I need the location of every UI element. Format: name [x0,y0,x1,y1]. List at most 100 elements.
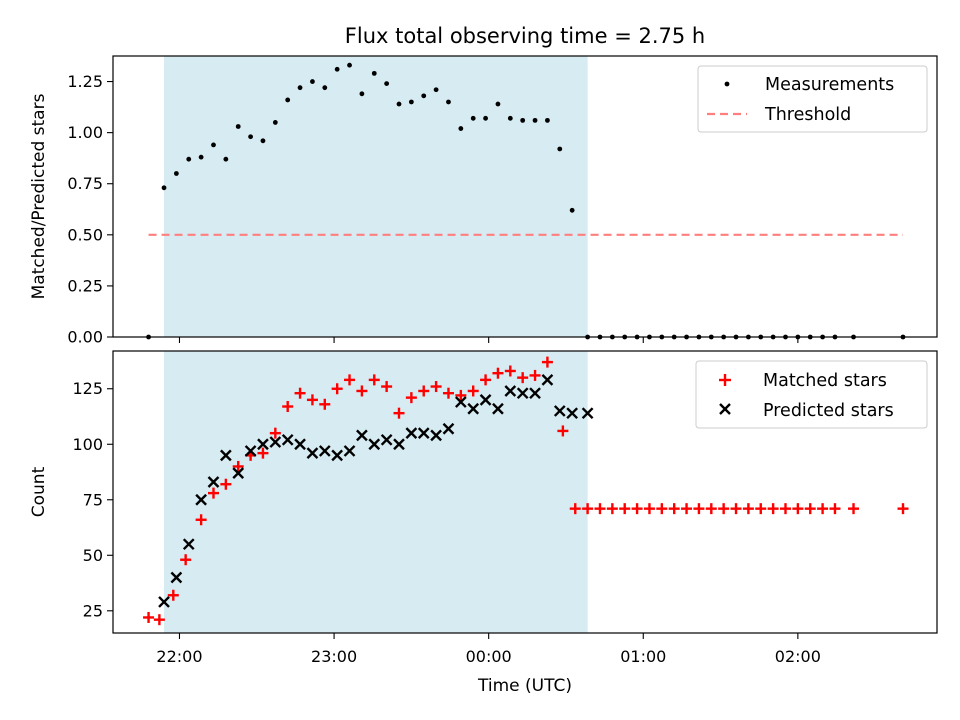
predicted-star-point [343,445,356,457]
measurement-point [446,99,451,105]
bottom-ytick-label: 50 [83,546,103,565]
matched-star-point [269,427,281,439]
xtick-label: 23:00 [311,647,357,666]
matched-star-point [143,611,155,623]
matched-star-point [492,367,504,379]
measurement-point [173,171,179,176]
predicted-star-point [479,394,492,406]
top-y-ticks: 0.00 0.25 0.50 0.75 1.00 1.25 [67,72,113,347]
bottom-ytick-label: 125 [72,379,103,398]
top-x-ticks [178,337,799,343]
xtick-label: 00:00 [466,647,512,666]
matched-star-point [817,503,829,515]
top-plot-frame [112,55,938,338]
matched-star-point [195,514,207,526]
matched-star-point [467,385,479,397]
top-ytick-label: 0.00 [67,328,103,347]
matched-star-point [804,503,816,515]
matched-star-point [393,407,405,419]
matched-star-point [381,381,393,393]
predicted-star-point [356,429,368,442]
measurement-point [334,66,340,72]
measurement-point [260,138,266,144]
measurement-point [272,120,278,125]
matched-star-point [718,503,730,515]
measurement-point [297,85,303,91]
predicted-star-point [430,429,442,442]
matched-star-point [693,503,705,515]
top-ytick-label: 0.50 [67,225,103,244]
measurement-point [371,70,377,76]
legend-measurements-marker [724,81,730,87]
top-panel: 0.00 0.25 0.50 0.75 1.00 1.25 Flux total obse… [29,24,938,347]
top-ytick-label: 0.75 [67,174,103,193]
matched-star-point [306,394,318,406]
top-legend-box [697,65,928,133]
legend-matched-label: Matched stars [763,371,887,391]
measurement-point [483,115,488,121]
predicted-star-point [269,436,282,448]
top-legend: Measurements Threshold [697,65,928,133]
predicted-star-point [182,538,195,551]
matched-star-point [631,503,643,515]
matched-star-point [792,503,804,515]
matched-star-point [643,503,655,515]
measurement-point [235,124,241,129]
bottom-ytick-label: 100 [72,435,103,454]
x-axis-label: Time (UTC) [477,676,572,696]
predicted-star-point [492,402,504,415]
predicted-star-point [454,396,467,408]
matched-star-point [480,374,492,386]
predicted-star-point [405,427,418,440]
predicted-star-point [529,387,541,400]
measurement-point [545,117,550,123]
predicted-star-point [220,449,232,462]
predicted-star-point [581,407,594,420]
predicted-star-point [207,476,220,488]
measurement-point [384,81,390,86]
matched-star-point [668,503,680,515]
matched-star-point [344,374,356,386]
predicted-star-point [393,438,405,451]
legend-matched-marker [719,374,731,386]
predicted-star-point [195,493,207,506]
measurement-point [285,97,291,103]
matched-star-point [319,398,331,410]
predicted-star-point [442,422,455,435]
matched-star-point [897,503,909,515]
legend-predicted-label: Predicted stars [763,401,894,421]
bottom-y-axis-label: Count [29,466,49,517]
matched-star-point [681,503,693,515]
measurement-point [557,146,563,152]
measurement-point [470,115,476,121]
predicted-star-point [368,438,381,451]
matched-star-point [742,503,754,515]
predicted-star-point [541,374,554,386]
matched-star-point [418,385,430,397]
matched-star-point [220,478,232,490]
matched-star-point [730,503,742,515]
matched-star-point [582,503,594,515]
matched-star-point [368,374,380,386]
measurement-point [359,91,365,97]
predicted-star-point [380,433,393,446]
top-ytick-label: 1.25 [67,72,103,91]
matched-star-point [282,401,294,413]
matched-star-point [180,554,192,566]
matched-star-point [405,392,417,404]
measurement-point [569,207,575,213]
measurement-point [161,185,167,191]
bottom-observing-window-span [164,351,588,633]
measurement-point [310,79,315,84]
predicted-stars-points [158,374,594,608]
xtick-label: 22:00 [156,647,202,666]
bottom-plot-frame [112,350,938,634]
measurement-point [408,99,414,105]
predicted-star-point [318,445,331,457]
matched-star-point [356,385,368,397]
bottom-ytick-label: 25 [83,601,103,620]
predicted-star-point [232,467,245,479]
measurement-point [223,156,229,162]
measurement-point [495,101,501,107]
bottom-x-ticks: 22:00 23:00 00:00 01:00 02:00 [156,633,821,666]
